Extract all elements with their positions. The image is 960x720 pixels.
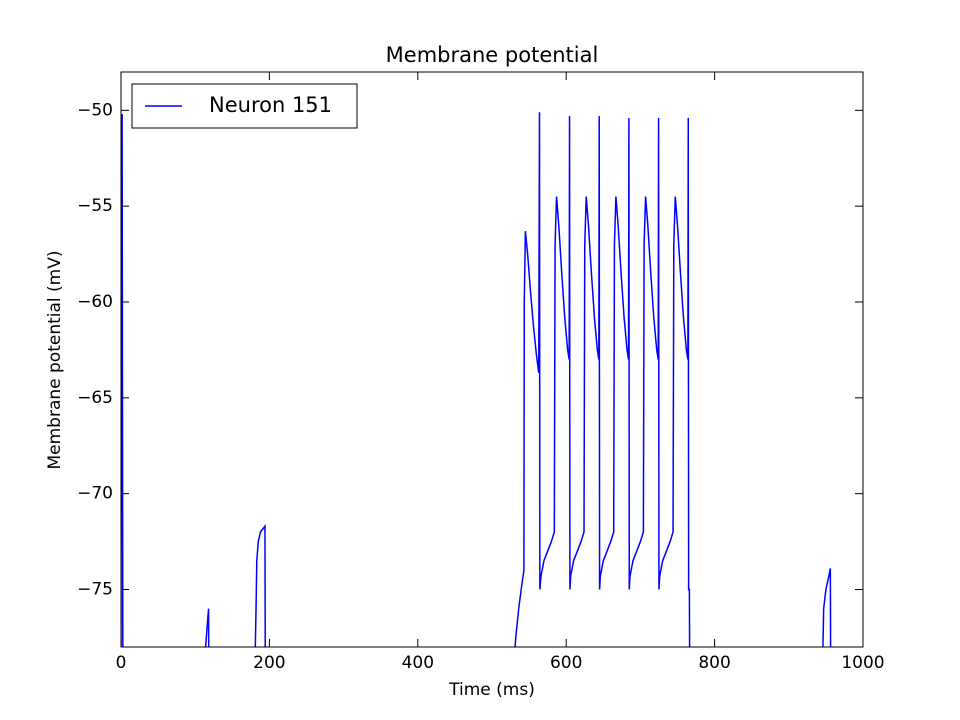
y-tick-label: −60 <box>77 292 113 312</box>
y-axis-label: Membrane potential (mV) <box>45 251 65 470</box>
y-tick-label: −75 <box>77 580 113 600</box>
chart-title: Membrane potential <box>386 43 599 67</box>
x-tick-label: 400 <box>402 653 434 673</box>
y-tick-label: −65 <box>77 388 113 408</box>
x-tick-label: 800 <box>698 653 730 673</box>
x-axis-label: Time (ms) <box>448 680 535 700</box>
y-tick-label: −50 <box>77 100 113 120</box>
x-tick-label: 600 <box>550 653 582 673</box>
x-tick-label: 0 <box>116 653 127 673</box>
y-tick-label: −55 <box>77 196 113 216</box>
x-tick-label: 200 <box>253 653 285 673</box>
data-line <box>121 112 832 647</box>
x-tick-label: 1000 <box>841 653 884 673</box>
plot-frame <box>120 71 864 648</box>
y-tick-label: −70 <box>77 484 113 504</box>
legend-label: Neuron 151 <box>209 93 332 117</box>
